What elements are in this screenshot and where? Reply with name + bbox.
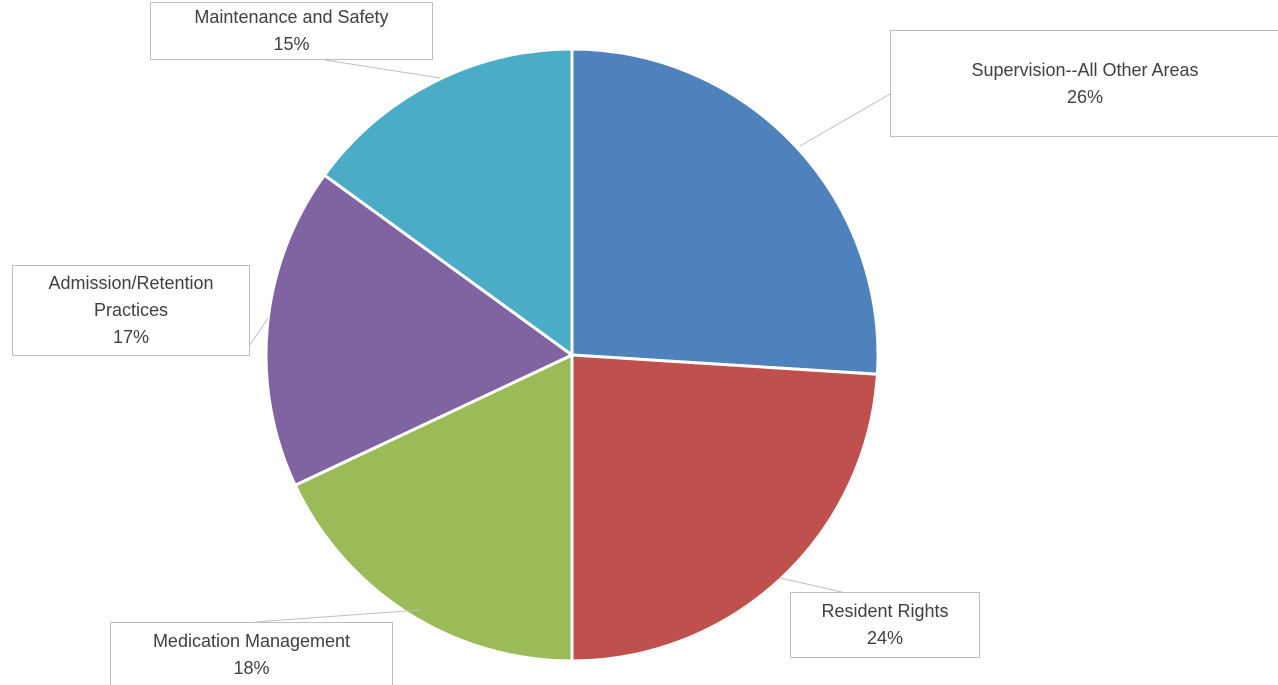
pie-slice bbox=[570, 47, 880, 376]
leader-line bbox=[249, 317, 269, 346]
label-value: 26% bbox=[1066, 86, 1104, 107]
leader-line bbox=[254, 609, 421, 623]
label-value: 15% bbox=[273, 34, 310, 54]
data-label: Resident Rights 24% bbox=[790, 592, 980, 658]
data-label: Supervision--All Other Areas 26% bbox=[890, 30, 1278, 137]
leader-line bbox=[799, 93, 891, 147]
label-value: 18% bbox=[233, 658, 270, 678]
label-name: Maintenance and Safety bbox=[194, 7, 389, 27]
data-label: Maintenance and Safety 15% bbox=[150, 2, 433, 60]
leader-line bbox=[779, 577, 843, 593]
pie-slice bbox=[264, 173, 575, 488]
data-label: Admission/Retention Practices 17% bbox=[12, 265, 250, 356]
leader-line bbox=[324, 59, 441, 79]
pie-slice bbox=[293, 352, 574, 663]
label-name: Resident Rights bbox=[821, 601, 949, 621]
data-label: Medication Management 18% bbox=[110, 622, 393, 685]
label-name: Supervision--All Other Areas bbox=[971, 59, 1199, 80]
label-name: Medication Management bbox=[152, 631, 351, 651]
label-value: 17% bbox=[112, 327, 150, 347]
label-value: 24% bbox=[866, 628, 904, 648]
pie-slice bbox=[322, 47, 574, 358]
label-name: Admission/Retention Practices bbox=[48, 273, 214, 320]
